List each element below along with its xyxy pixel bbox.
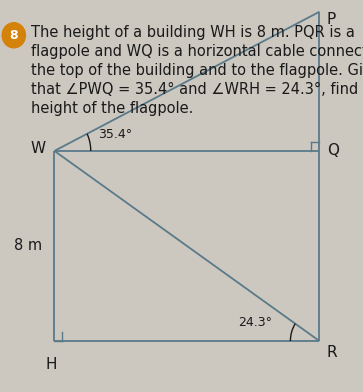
Text: height of the flagpole.: height of the flagpole.: [31, 101, 193, 116]
Text: R: R: [327, 345, 337, 360]
Text: 8: 8: [9, 29, 18, 42]
Text: that ∠PWQ = 35.4° and ∠WRH = 24.3°, find the: that ∠PWQ = 35.4° and ∠WRH = 24.3°, find…: [31, 82, 363, 97]
Text: flagpole and WQ is a horizontal cable connected to: flagpole and WQ is a horizontal cable co…: [31, 44, 363, 59]
Text: the top of the building and to the flagpole. Given: the top of the building and to the flagp…: [31, 63, 363, 78]
Text: 24.3°: 24.3°: [238, 316, 272, 329]
Text: P: P: [327, 12, 336, 27]
Text: H: H: [45, 357, 57, 372]
Circle shape: [2, 23, 25, 48]
Text: The height of a building WH is 8 m. PQR is a: The height of a building WH is 8 m. PQR …: [31, 25, 355, 40]
Text: Q: Q: [327, 143, 339, 158]
Text: W: W: [30, 142, 45, 156]
Text: 35.4°: 35.4°: [98, 128, 132, 141]
Text: 8 m: 8 m: [14, 238, 42, 254]
